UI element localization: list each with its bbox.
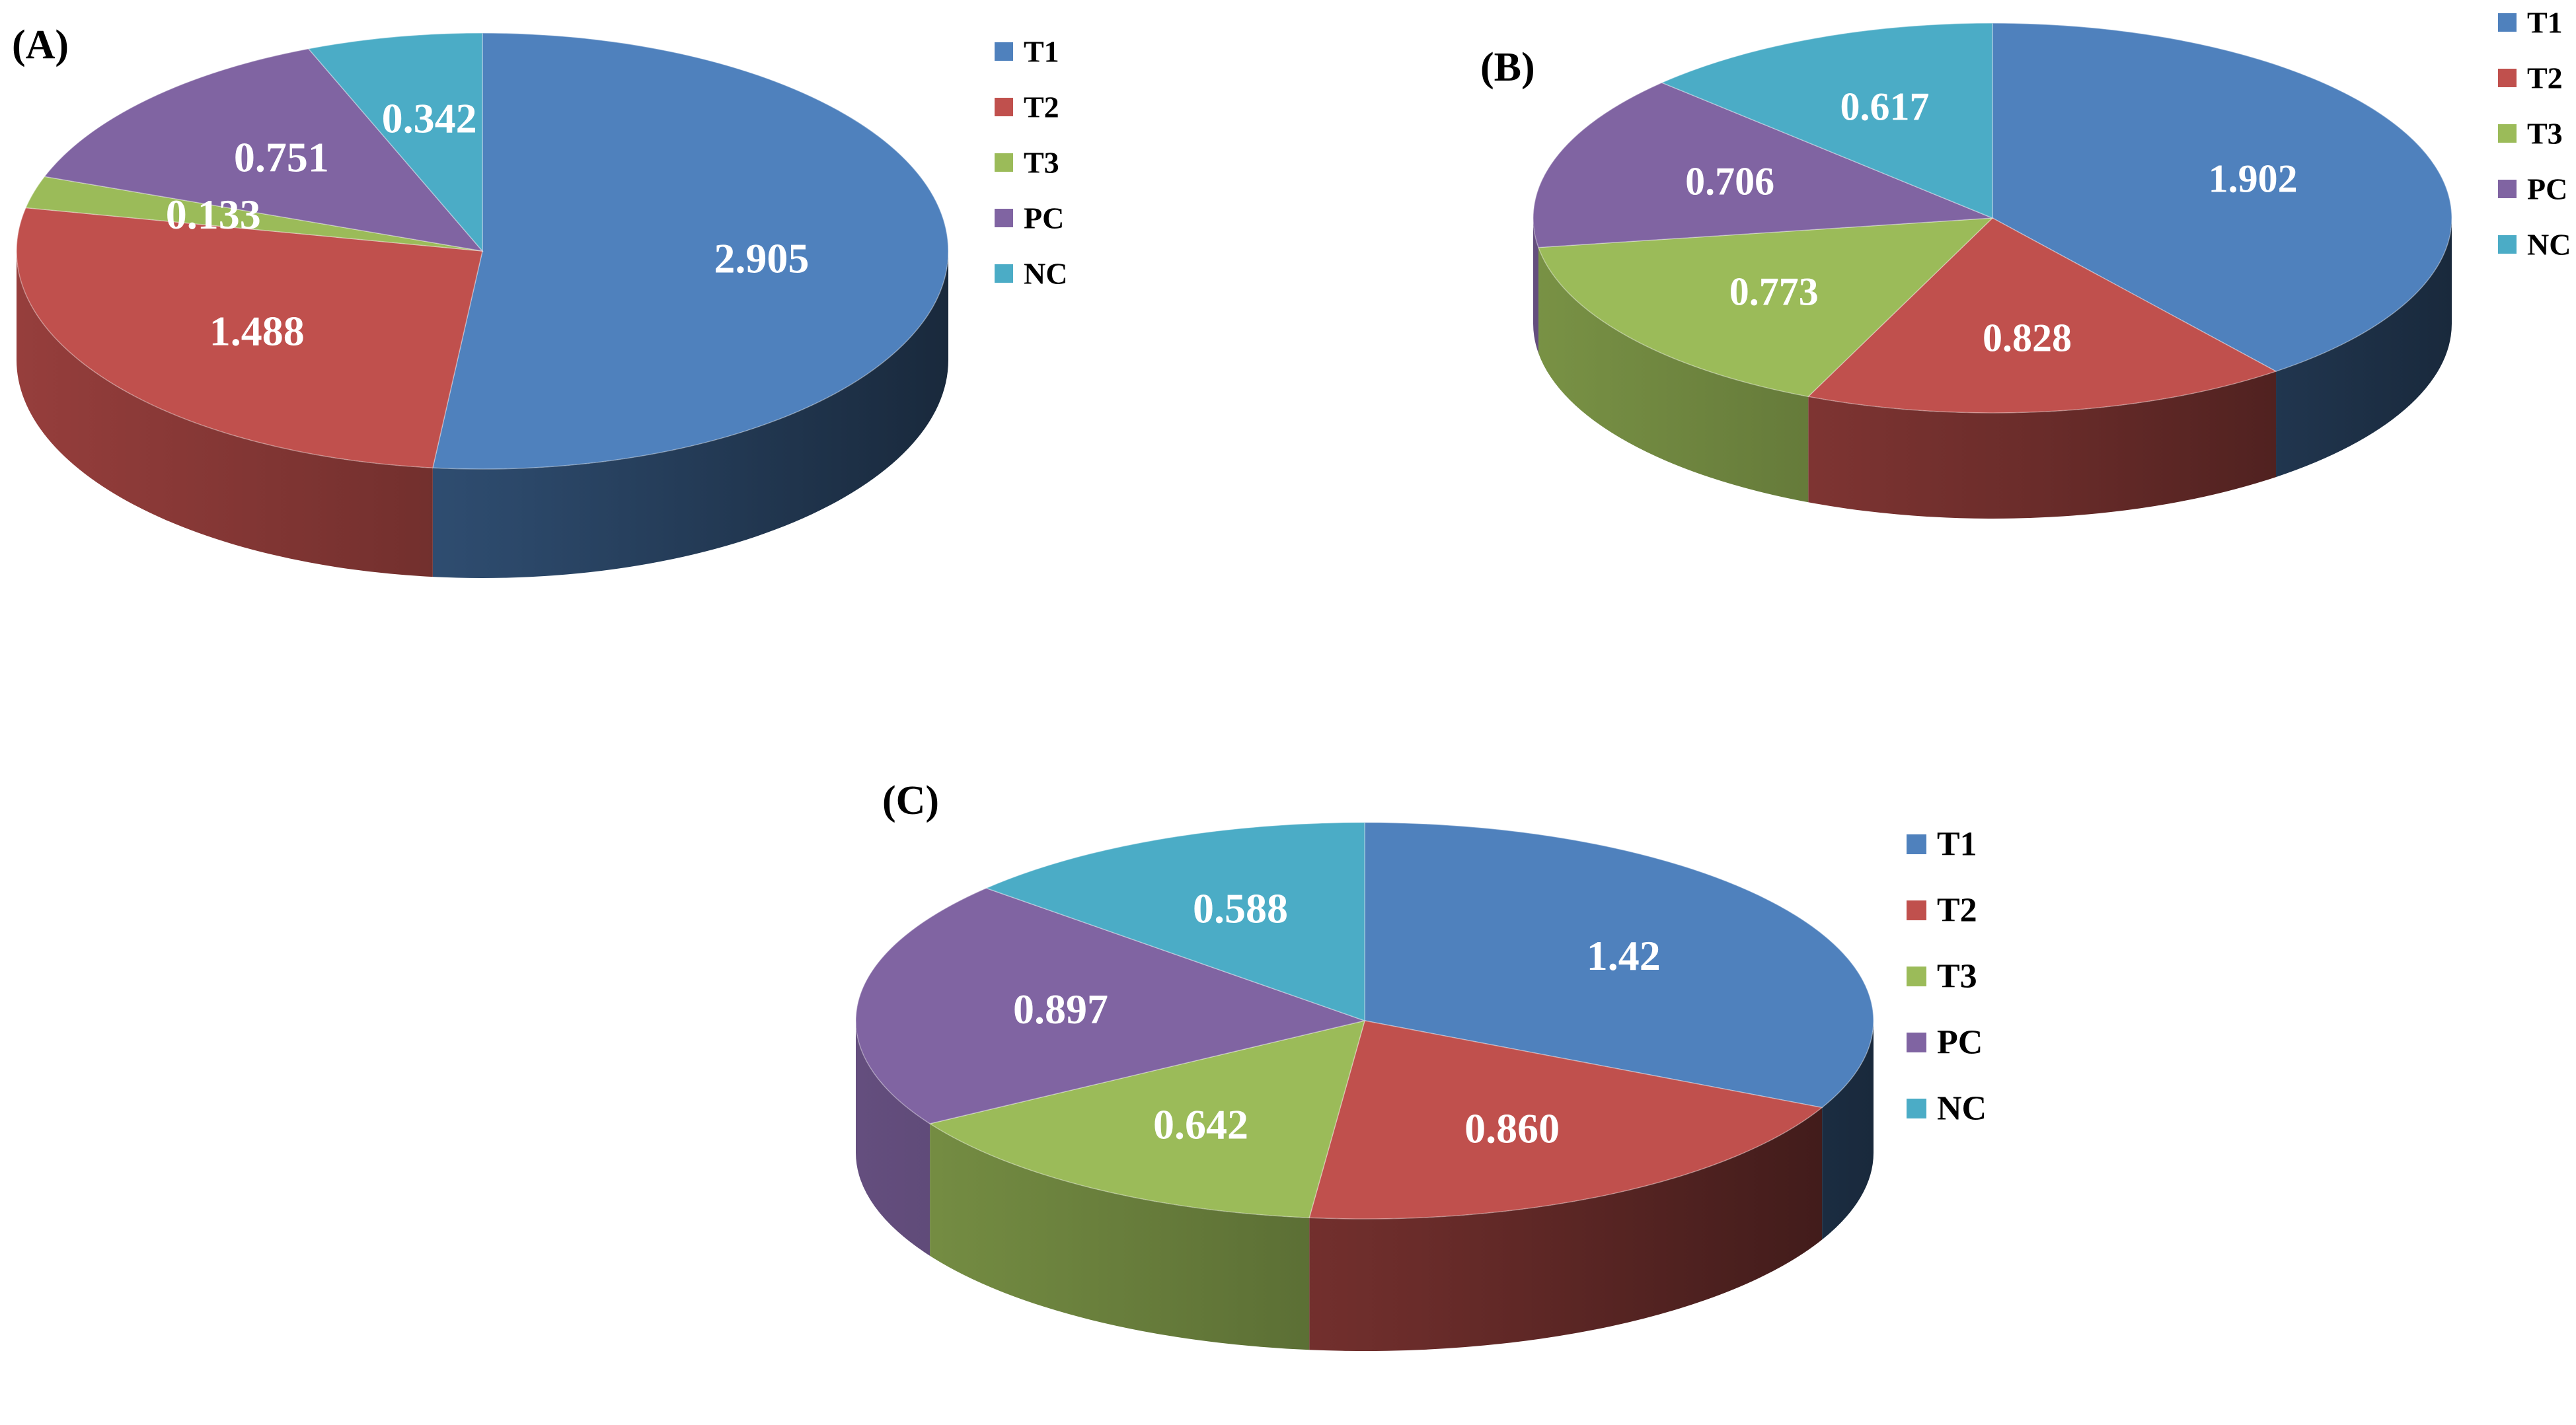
pie-a-labels: 2.905 1.488 0.133 0.751 0.342 — [166, 95, 810, 355]
legend-swatch-pc — [995, 209, 1013, 227]
pie-side-pc — [1533, 218, 1538, 353]
panel-label-c: (C) — [882, 778, 939, 823]
legend-swatch-nc — [995, 264, 1013, 283]
pie-slice-t1 — [1364, 822, 1874, 1109]
legend-swatch-t3 — [995, 153, 1013, 172]
data-label-nc: 0.617 — [1840, 85, 1929, 129]
legend-swatch-t3 — [2498, 124, 2517, 143]
legend-label-nc: NC — [2527, 228, 2571, 262]
pie-side-t3 — [930, 1123, 1310, 1350]
pie-slice-t2 — [16, 207, 483, 468]
pie-side-t1 — [432, 251, 948, 578]
legend-label-t3: T3 — [2527, 117, 2563, 151]
pie-side-pc — [856, 1021, 930, 1256]
data-label-pc: 0.706 — [1685, 160, 1774, 203]
pie-slice-t3 — [24, 176, 483, 252]
pie-slice-pc — [44, 48, 484, 252]
legend-swatch-nc — [2498, 235, 2517, 254]
pie-slice-nc — [307, 32, 483, 253]
pie-slice-t3 — [928, 1019, 1366, 1218]
pie-side-t1 — [1822, 1021, 1874, 1240]
pie-slice-t2 — [1308, 1020, 1823, 1220]
data-label-t2: 0.828 — [1983, 316, 2072, 359]
data-label-pc: 0.897 — [1013, 986, 1108, 1033]
legend-swatch-nc — [1907, 1099, 1926, 1118]
pie-side-t1 — [2276, 218, 2452, 478]
panel-label-a: (A) — [12, 22, 69, 67]
pie-chart-c: (C) 1.42 0.860 0.642 0.897 0.588 T1 T2 T3 PC NC — [855, 778, 1987, 1351]
legend-label-t2: T2 — [1024, 91, 1059, 124]
pie-chart-b: (B) 1.902 0.828 0.773 0.706 0.617 T1 T2 T3 PC NC — [1480, 6, 2571, 519]
pie-slice-t3 — [1537, 217, 1994, 398]
pie-slice-pc — [855, 887, 1367, 1124]
pie-side-t2 — [1309, 1107, 1823, 1351]
data-label-nc: 0.342 — [382, 95, 477, 142]
legend-label-t3: T3 — [1024, 146, 1059, 180]
pie-c-slices — [855, 822, 1874, 1351]
legend-label-nc: NC — [1024, 257, 1067, 291]
legend-b: T1 T2 T3 PC NC — [2498, 6, 2571, 262]
legend-label-t1: T1 — [2527, 6, 2563, 40]
data-label-t1: 1.42 — [1587, 932, 1661, 979]
data-label-t1: 2.905 — [714, 235, 809, 281]
data-label-t3: 0.773 — [1729, 270, 1819, 313]
pie-a-slices — [16, 32, 949, 578]
legend-swatch-t1 — [1907, 834, 1926, 854]
legend-swatch-t2 — [2498, 69, 2517, 87]
pie-slice-pc — [1533, 82, 1993, 248]
data-label-t1: 1.902 — [2209, 157, 2298, 200]
pie-chart-a: (A) 2.905 1.488 0.133 0.751 0.342 T1 T2 T3 PC NC — [12, 22, 1067, 578]
legend-label-pc: PC — [1024, 201, 1064, 235]
pie-side-t3 — [1538, 247, 1809, 503]
legend-label-pc: PC — [2527, 172, 2567, 206]
data-label-nc: 0.588 — [1193, 885, 1288, 932]
pie-slice-t2 — [1807, 217, 2277, 414]
pie-side-t2 — [1808, 371, 2277, 519]
pie-side-t2 — [17, 251, 433, 577]
data-label-t3: 0.133 — [166, 191, 261, 238]
legend-swatch-t1 — [2498, 13, 2517, 32]
legend-label-nc: NC — [1937, 1090, 1987, 1128]
pie-c-labels: 1.42 0.860 0.642 0.897 0.588 — [1013, 885, 1661, 1152]
legend-swatch-t2 — [1907, 900, 1926, 920]
pie-slice-nc — [1660, 22, 1993, 219]
pie-b-slices — [1533, 22, 2452, 519]
pie-slice-t1 — [432, 32, 949, 470]
pie-slice-nc — [985, 822, 1365, 1022]
legend-label-t2: T2 — [1937, 892, 1977, 930]
pie-slice-t1 — [1992, 22, 2452, 372]
legend-swatch-pc — [2498, 180, 2517, 198]
legend-label-t1: T1 — [1024, 35, 1059, 69]
legend-c: T1 T2 T3 PC NC — [1907, 826, 1987, 1128]
pie-b-labels: 1.902 0.828 0.773 0.706 0.617 — [1685, 85, 2298, 360]
data-label-t2: 1.488 — [209, 307, 305, 354]
data-label-t2: 0.860 — [1464, 1105, 1560, 1151]
legend-swatch-t1 — [995, 42, 1013, 61]
legend-label-pc: PC — [1937, 1024, 1983, 1062]
legend-a: T1 T2 T3 PC NC — [995, 35, 1067, 291]
legend-label-t1: T1 — [1937, 826, 1977, 863]
data-label-t3: 0.642 — [1153, 1101, 1248, 1148]
legend-swatch-pc — [1907, 1033, 1926, 1052]
legend-label-t2: T2 — [2527, 61, 2563, 95]
legend-label-t3: T3 — [1937, 958, 1977, 996]
legend-swatch-t3 — [1907, 967, 1926, 986]
data-label-pc: 0.751 — [234, 133, 329, 180]
legend-swatch-t2 — [995, 98, 1013, 116]
panel-label-b: (B) — [1480, 45, 1535, 90]
